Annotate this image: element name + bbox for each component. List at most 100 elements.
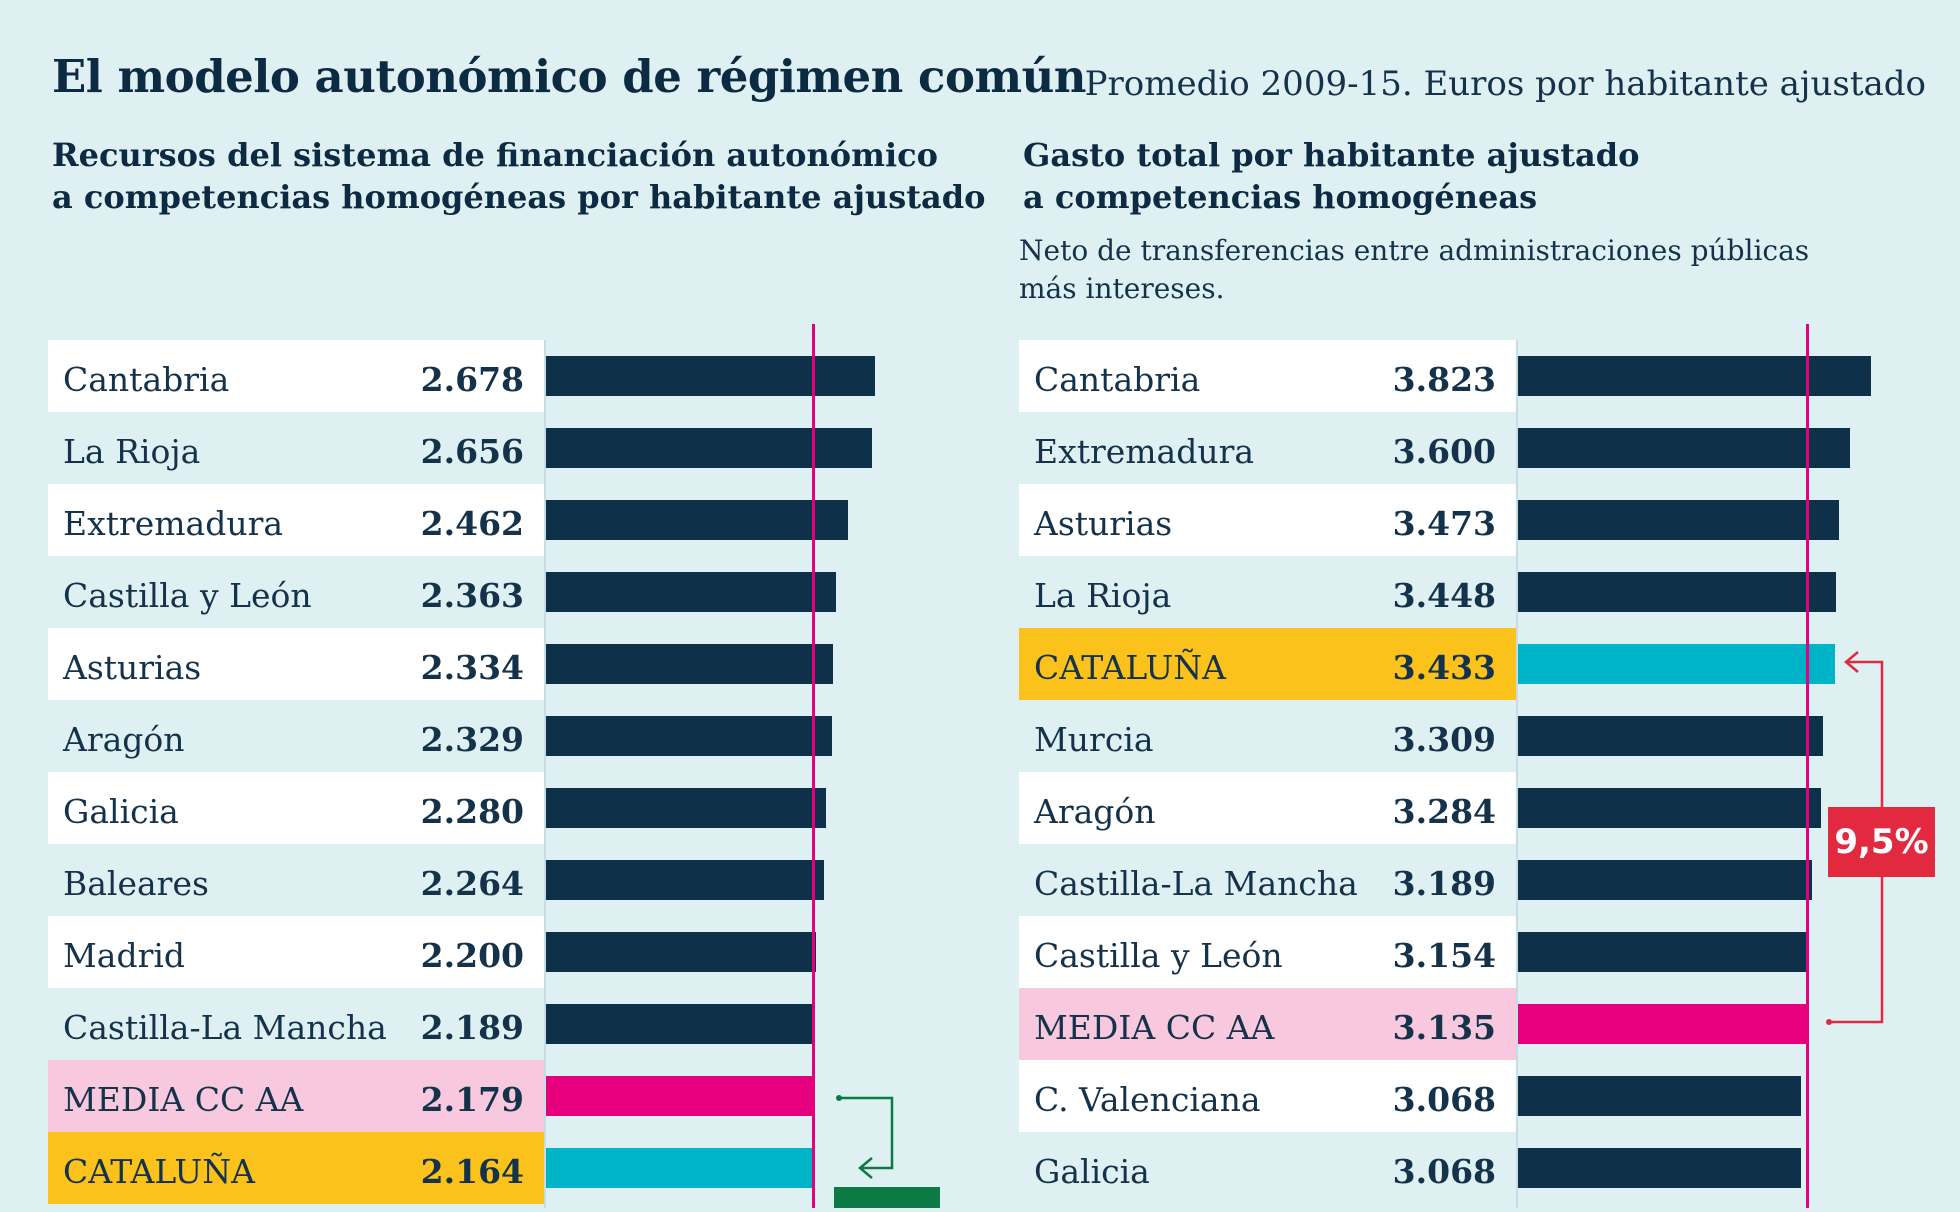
right-category-label: Cantabria bbox=[1034, 360, 1201, 399]
right-chart-title: Gasto total por habitante ajustado a com… bbox=[1023, 134, 1639, 218]
right-category-label: C. Valenciana bbox=[1034, 1080, 1261, 1119]
right-row-1: Extremadura 3.600 bbox=[1019, 412, 1919, 484]
right-row-6: Aragón 3.284 bbox=[1019, 772, 1919, 844]
right-value-label: 3.284 bbox=[1392, 792, 1496, 831]
right-row-label-bg bbox=[1019, 1060, 1516, 1132]
right-bar bbox=[1517, 788, 1822, 828]
right-category-label: MEDIA CC AA bbox=[1034, 1008, 1275, 1047]
left-row-1: La Rioja 2.656 bbox=[48, 412, 948, 484]
right-category-label: Asturias bbox=[1034, 504, 1173, 543]
right-bar bbox=[1517, 1004, 1808, 1044]
left-row-0: Cantabria 2.678 bbox=[48, 340, 948, 412]
left-bar bbox=[545, 500, 849, 540]
left-chart-title: Recursos del sistema de financiación aut… bbox=[52, 134, 985, 218]
left-row-10: MEDIA CC AA 2.179 bbox=[48, 1060, 948, 1132]
right-category-label: Castilla y León bbox=[1034, 936, 1283, 975]
left-category-label: Aragón bbox=[63, 720, 185, 759]
left-gap-badge bbox=[834, 1187, 940, 1208]
right-bar bbox=[1517, 716, 1824, 756]
left-value-label: 2.200 bbox=[420, 936, 524, 975]
right-value-label: 3.135 bbox=[1392, 1008, 1496, 1047]
right-row-8: Castilla y León 3.154 bbox=[1019, 916, 1919, 988]
right-value-label: 3.068 bbox=[1392, 1080, 1496, 1119]
left-title-line-2: a competencias homogéneas por habitante … bbox=[52, 178, 986, 216]
left-value-label: 2.656 bbox=[420, 432, 524, 471]
left-title-line-1: Recursos del sistema de financiación aut… bbox=[52, 136, 938, 174]
left-row-label-bg bbox=[48, 1060, 544, 1132]
right-category-label: Aragón bbox=[1034, 792, 1156, 831]
right-bar bbox=[1517, 428, 1851, 468]
right-bar bbox=[1517, 1076, 1802, 1116]
left-bar bbox=[545, 428, 873, 468]
right-row-11: Galicia 3.068 bbox=[1019, 1132, 1919, 1204]
left-bar-chart: Cantabria 2.678 La Rioja 2.656 Extremadura 2.… bbox=[48, 324, 948, 1208]
left-average-line bbox=[812, 324, 815, 1208]
left-value-label: 2.264 bbox=[420, 864, 524, 903]
left-value-label: 2.462 bbox=[420, 504, 524, 543]
left-value-label: 2.164 bbox=[420, 1152, 524, 1191]
left-category-label: Madrid bbox=[63, 936, 186, 975]
right-row-label-bg bbox=[1019, 916, 1516, 988]
right-category-label: Extremadura bbox=[1034, 432, 1255, 471]
right-bar bbox=[1517, 500, 1839, 540]
chart-title: El modelo autonómico de régimen común bbox=[52, 50, 1087, 103]
right-title-line-2: a competencias homogéneas bbox=[1023, 178, 1538, 216]
left-row-11: CATALUÑA 2.164 bbox=[48, 1132, 948, 1204]
right-bar bbox=[1517, 860, 1813, 900]
right-bar bbox=[1517, 356, 1871, 396]
right-row-3: La Rioja 3.448 bbox=[1019, 556, 1919, 628]
chart-note: Promedio 2009-15. Euros por habitante aj… bbox=[1084, 64, 1926, 104]
left-value-label: 2.334 bbox=[420, 648, 524, 687]
right-row-0: Cantabria 3.823 bbox=[1019, 340, 1919, 412]
right-chart-subtitle: Neto de transferencias entre administrac… bbox=[1019, 232, 1809, 308]
right-subtitle-line-2: más intereses. bbox=[1019, 272, 1225, 305]
left-bar bbox=[545, 644, 833, 684]
right-value-label: 3.473 bbox=[1392, 504, 1496, 543]
left-category-label: Galicia bbox=[63, 792, 179, 831]
left-category-label: Extremadura bbox=[63, 504, 284, 543]
left-row-label-bg bbox=[48, 484, 544, 556]
right-row-10: C. Valenciana 3.068 bbox=[1019, 1060, 1919, 1132]
right-value-label: 3.189 bbox=[1392, 864, 1496, 903]
left-bar bbox=[545, 356, 875, 396]
right-bar bbox=[1517, 1148, 1802, 1188]
right-value-label: 3.154 bbox=[1392, 936, 1496, 975]
left-bar bbox=[545, 932, 817, 972]
left-bar bbox=[545, 1076, 814, 1116]
left-category-label: Baleares bbox=[63, 864, 209, 903]
right-row-7: Castilla-La Mancha 3.189 bbox=[1019, 844, 1919, 916]
left-row-6: Galicia 2.280 bbox=[48, 772, 948, 844]
right-value-label: 3.448 bbox=[1392, 576, 1496, 615]
right-value-label: 3.433 bbox=[1392, 648, 1496, 687]
right-row-label-bg bbox=[1019, 628, 1516, 700]
right-category-label: Murcia bbox=[1034, 720, 1154, 759]
right-value-label: 3.309 bbox=[1392, 720, 1496, 759]
right-row-2: Asturias 3.473 bbox=[1019, 484, 1919, 556]
left-value-label: 2.363 bbox=[420, 576, 524, 615]
right-category-label: Castilla-La Mancha bbox=[1034, 864, 1358, 903]
left-row-label-bg bbox=[48, 340, 544, 412]
right-bar bbox=[1517, 932, 1810, 972]
right-bar-chart: Cantabria 3.823 Extremadura 3.600 Asturias 3.… bbox=[1019, 324, 1960, 1208]
right-bar bbox=[1517, 644, 1835, 684]
left-category-label: Castilla y León bbox=[63, 576, 312, 615]
right-value-label: 3.823 bbox=[1392, 360, 1496, 399]
right-row-5: Murcia 3.309 bbox=[1019, 700, 1919, 772]
left-row-4: Asturias 2.334 bbox=[48, 628, 948, 700]
left-row-label-bg bbox=[48, 772, 544, 844]
left-label-separator bbox=[544, 340, 546, 1208]
right-value-label: 3.600 bbox=[1392, 432, 1496, 471]
left-row-label-bg bbox=[48, 628, 544, 700]
right-label-separator bbox=[1516, 340, 1518, 1208]
left-value-label: 2.179 bbox=[420, 1080, 524, 1119]
left-category-label: MEDIA CC AA bbox=[63, 1080, 304, 1119]
left-row-8: Madrid 2.200 bbox=[48, 916, 948, 988]
right-gap-badge: 9,5% bbox=[1828, 807, 1935, 877]
left-category-label: Cantabria bbox=[63, 360, 230, 399]
right-category-label: La Rioja bbox=[1034, 576, 1172, 615]
right-row-label-bg bbox=[1019, 988, 1516, 1060]
left-value-label: 2.280 bbox=[420, 792, 524, 831]
left-bar bbox=[545, 1004, 815, 1044]
left-row-9: Castilla-La Mancha 2.189 bbox=[48, 988, 948, 1060]
